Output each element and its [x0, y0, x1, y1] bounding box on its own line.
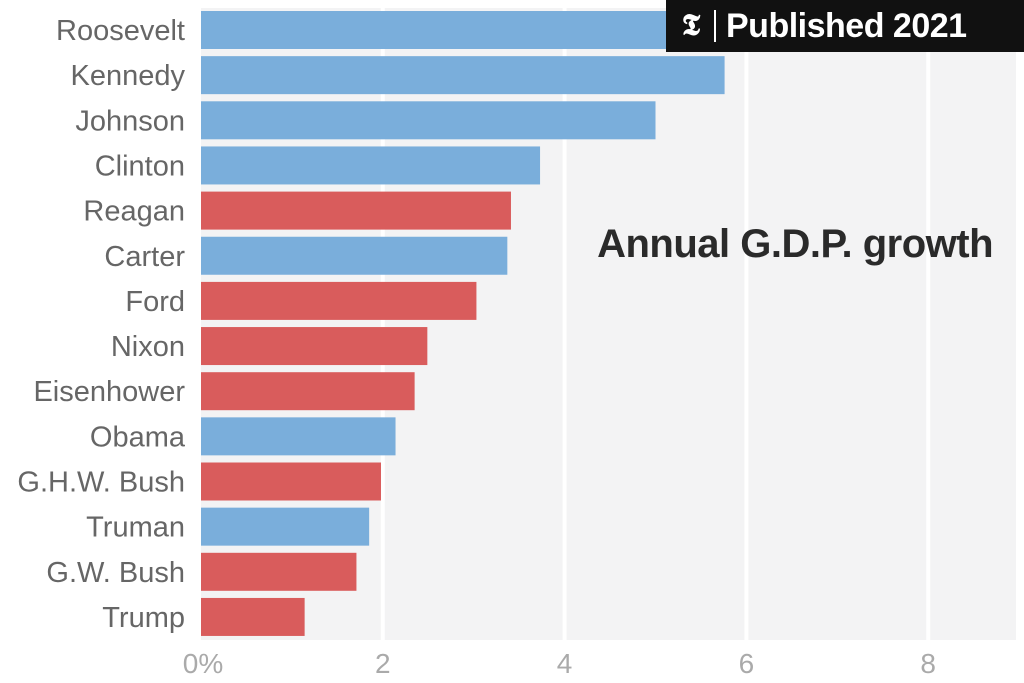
bar-reagan: [201, 191, 511, 230]
bar-clinton: [201, 146, 541, 185]
x-tick-label: 8: [920, 648, 936, 679]
published-label: Published 2021: [726, 6, 967, 45]
category-label: Clinton: [95, 150, 185, 182]
x-tick-label: 0%: [183, 648, 223, 679]
category-label: Eisenhower: [33, 376, 185, 408]
category-label: Reagan: [83, 196, 185, 228]
category-label: Johnson: [75, 105, 185, 137]
bars: [201, 11, 792, 636]
bar-eisenhower: [201, 372, 415, 411]
nyt-logo-icon: 𝕿: [681, 8, 701, 43]
category-label: Truman: [86, 512, 185, 544]
badge-divider: [714, 10, 716, 42]
category-label: Nixon: [111, 331, 185, 363]
published-badge: 𝕿 Published 2021: [666, 0, 1024, 52]
bar-g-h-w-bush: [201, 462, 381, 501]
category-labels: Roosevelt Kennedy Johnson Clinton Reagan Cart…: [17, 15, 185, 634]
category-label: Roosevelt: [56, 15, 185, 47]
x-tick-labels: 0% 2 4 6 8: [183, 648, 936, 679]
bar-g-w-bush: [201, 552, 357, 591]
bar-carter: [201, 236, 508, 275]
category-label: Obama: [90, 421, 186, 453]
bar-kennedy: [201, 56, 725, 95]
category-label: G.W. Bush: [46, 557, 185, 589]
chart-title: Annual G.D.P. growth: [597, 222, 993, 266]
x-tick-label: 4: [557, 648, 573, 679]
x-tick-label: 6: [739, 648, 755, 679]
category-label: G.H.W. Bush: [17, 467, 185, 499]
category-label: Kennedy: [71, 60, 186, 92]
category-label: Trump: [102, 602, 185, 634]
category-label: Ford: [125, 286, 185, 318]
x-tick-label: 2: [375, 648, 391, 679]
bar-truman: [201, 507, 370, 546]
bar-johnson: [201, 101, 656, 140]
bar-ford: [201, 281, 477, 320]
bar-obama: [201, 417, 396, 456]
bar-trump: [201, 597, 305, 636]
bar-nixon: [201, 327, 428, 366]
category-label: Carter: [104, 241, 185, 273]
